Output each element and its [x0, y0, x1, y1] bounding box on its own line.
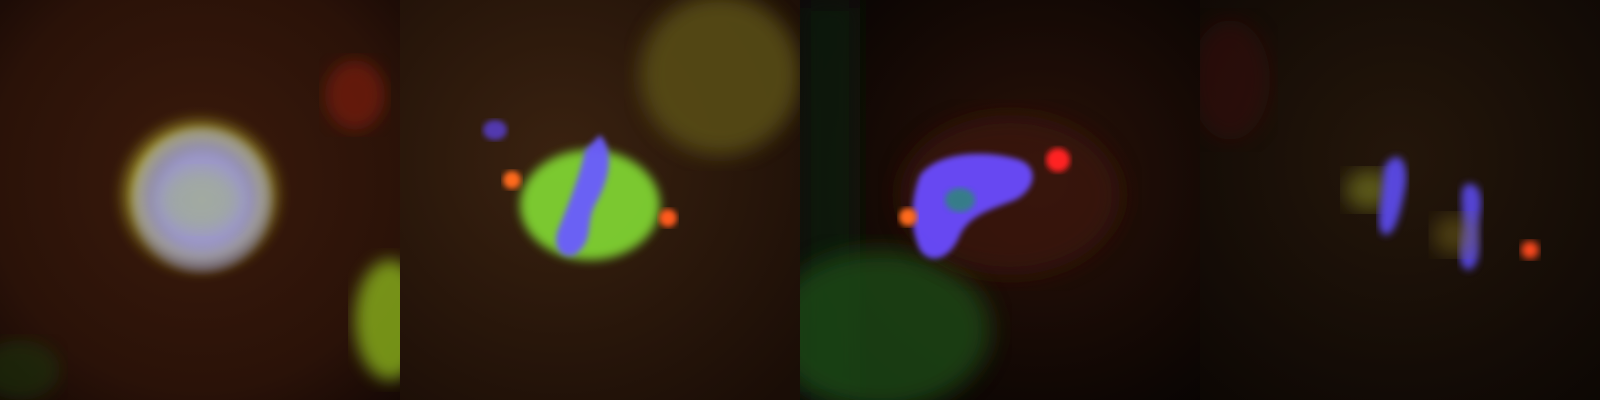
panel-anaphase-late — [1200, 0, 1600, 400]
panel-4-image — [1200, 0, 1600, 400]
panel-1-image — [0, 0, 400, 400]
panel-metaphase — [400, 0, 800, 400]
panel-interphase — [0, 0, 400, 400]
panel-2-image — [400, 0, 800, 400]
panel-anaphase-early — [800, 0, 1200, 400]
panel-3-image — [800, 0, 1200, 400]
